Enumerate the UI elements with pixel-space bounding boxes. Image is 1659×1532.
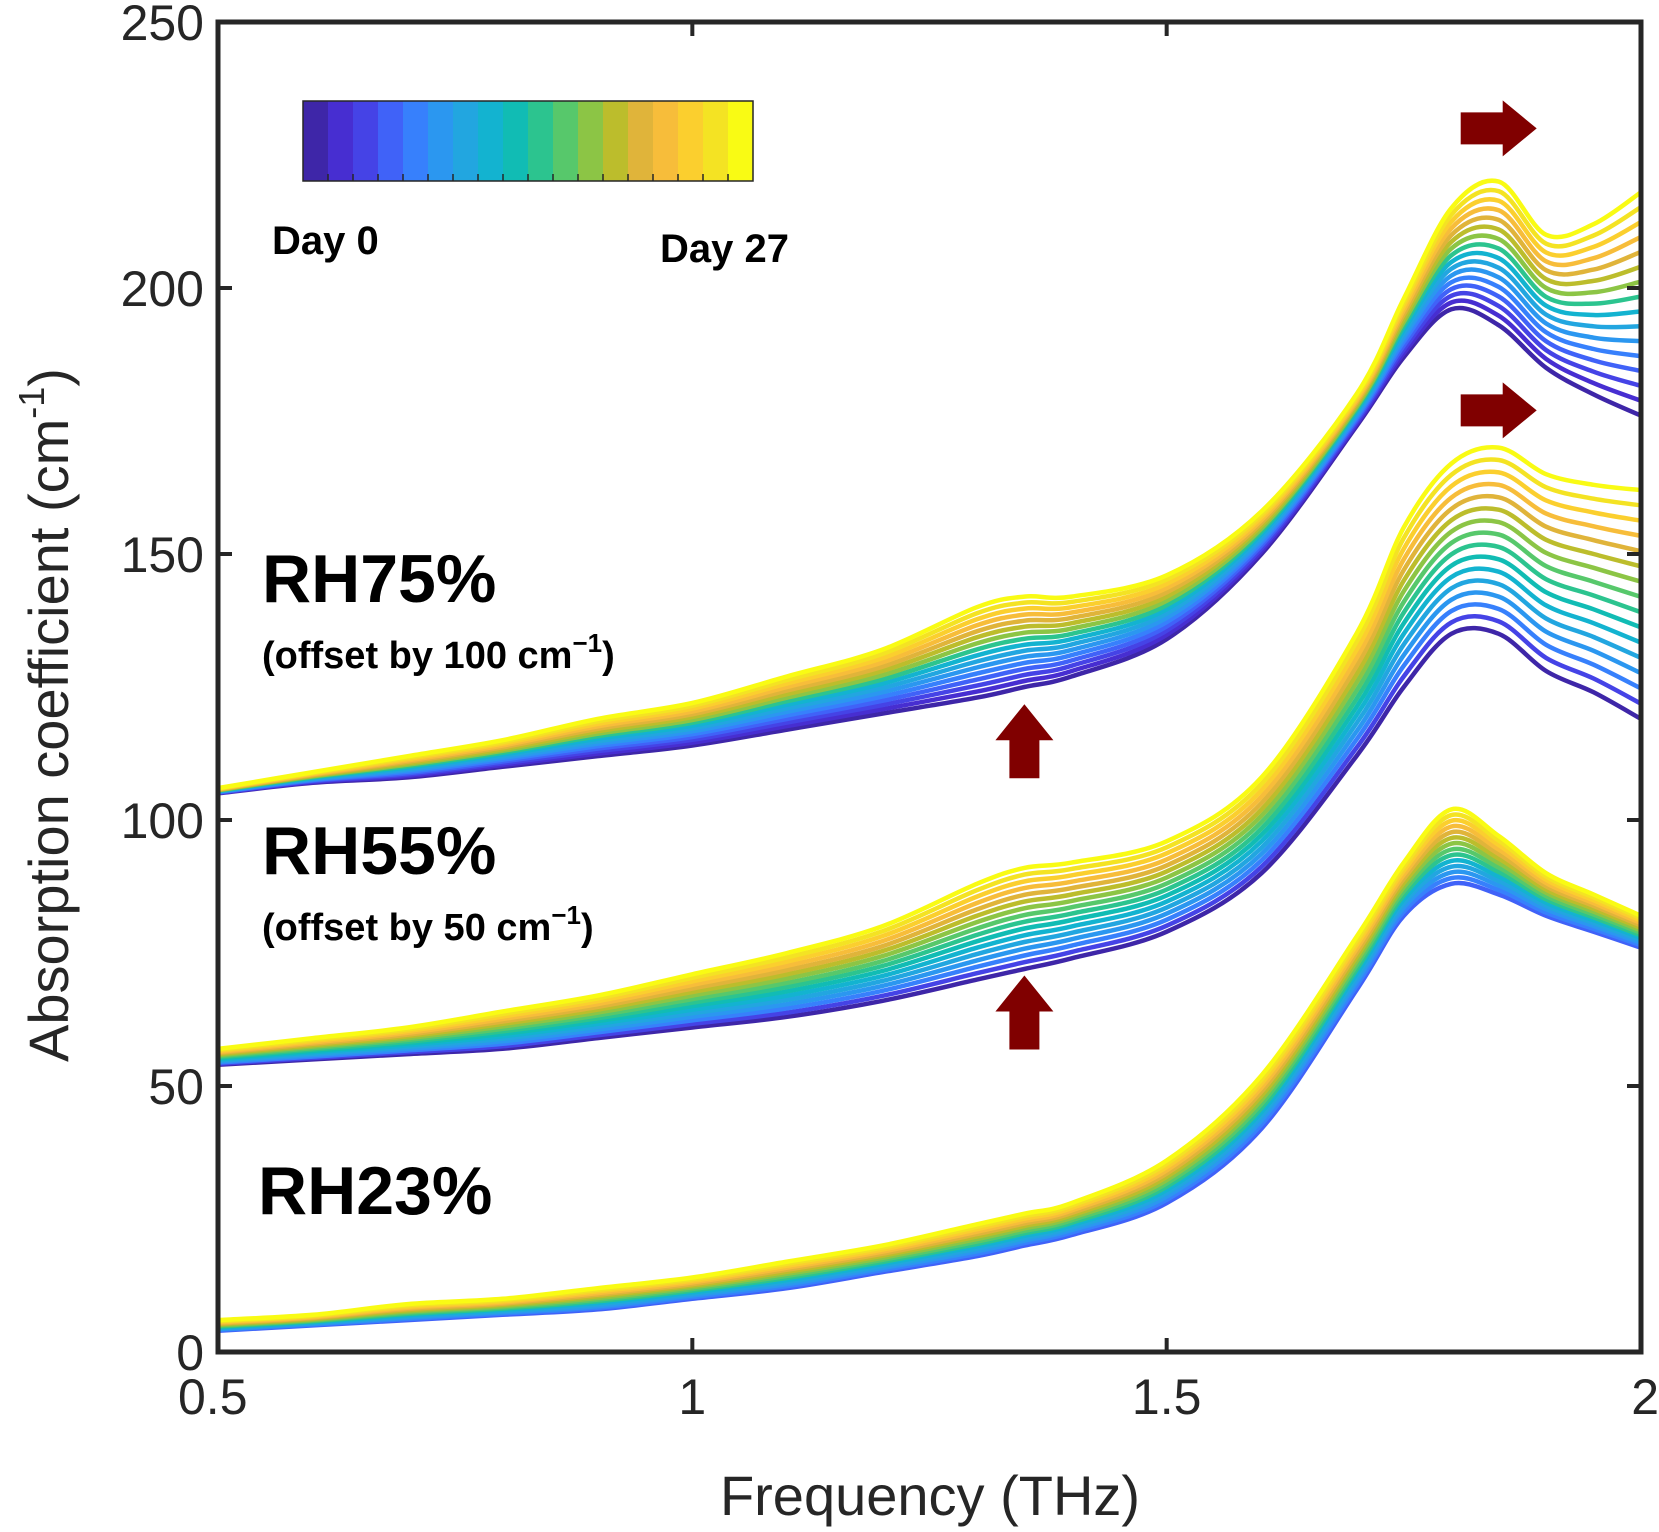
plot-frame xyxy=(215,19,1644,1355)
offset-label-rh55-sup: −1 xyxy=(551,900,581,930)
arrows-layer xyxy=(995,100,1537,1050)
series-line-group1-8 xyxy=(215,530,1644,1059)
series-line-group1-1 xyxy=(215,614,1644,1066)
series-line-group2-13 xyxy=(215,806,1644,1323)
shift-arrow-right xyxy=(1460,382,1537,439)
y-tick-label: 200 xyxy=(121,261,204,317)
series-line-group1-15 xyxy=(215,444,1644,1052)
shift-arrow-right xyxy=(1460,100,1537,157)
colorbar-swatch xyxy=(503,101,529,181)
offset-label-rh55: (offset by 50 cm−1) xyxy=(262,900,594,949)
series-line-group1-4 xyxy=(215,578,1644,1063)
offset-label-rh75-sup: −1 xyxy=(572,628,602,658)
colorbar-swatch xyxy=(353,101,379,181)
series-line-group1-7 xyxy=(215,542,1644,1060)
colorbar xyxy=(302,100,754,182)
y-axis-title-sup: -1 xyxy=(11,387,52,419)
colorbar-swatch xyxy=(628,101,654,181)
y-axis-title: Absorption coefficient (cm-1) xyxy=(11,368,80,1062)
colorbar-swatch xyxy=(553,101,579,181)
series-line-group1-13 xyxy=(215,469,1644,1054)
colorbar-swatch xyxy=(603,101,629,181)
y-tick-label: 50 xyxy=(148,1059,204,1115)
group-label-rh75: RH75% xyxy=(262,541,496,617)
series-line-group1-14 xyxy=(215,457,1644,1053)
x-tick-label: 0.5 xyxy=(178,1369,248,1425)
colorbar-swatch xyxy=(428,101,454,181)
colorbar-swatch xyxy=(653,101,679,181)
offset-label-rh55-suffix: ) xyxy=(581,907,594,949)
y-axis-title-close: ) xyxy=(17,368,80,387)
x-tick-label: 1 xyxy=(678,1369,706,1425)
series-line-group1-0 xyxy=(215,625,1644,1067)
colorbar-swatch xyxy=(303,101,329,181)
series-line-group0-5 xyxy=(215,267,1644,794)
colorbar-end-label: Day 27 xyxy=(660,227,789,271)
colorbar-start-label: Day 0 xyxy=(272,219,379,263)
series-line-group1-6 xyxy=(215,554,1644,1061)
series-line-group0-15 xyxy=(215,178,1644,791)
colorbar-swatch xyxy=(578,101,604,181)
colorbar-swatch xyxy=(678,101,704,181)
series-line-group1-5 xyxy=(215,566,1644,1062)
colorbar-swatch xyxy=(453,101,479,181)
ticks-layer xyxy=(216,20,1643,1354)
series-line-group1-12 xyxy=(215,481,1644,1055)
offset-label-rh55-prefix: (offset by 50 cm xyxy=(262,907,551,949)
x-tick-label: 1.5 xyxy=(1132,1369,1202,1425)
series-line-group0-3 xyxy=(215,283,1644,795)
series-line-group1-11 xyxy=(215,493,1644,1056)
x-axis-title: Frequency (THz) xyxy=(720,1464,1140,1527)
y-axis-title-main: Absorption coefficient (cm xyxy=(17,419,80,1062)
y-tick-label: 150 xyxy=(121,527,204,583)
group-label-rh23: RH23% xyxy=(258,1153,492,1229)
x-tick-label: 2 xyxy=(1631,1369,1659,1425)
colorbar-swatch xyxy=(728,101,754,181)
colorbar-swatch xyxy=(403,101,429,181)
colorbar-swatch xyxy=(528,101,554,181)
series-line-group1-3 xyxy=(215,590,1644,1064)
offset-label-rh75: (offset by 100 cm−1) xyxy=(262,628,615,677)
y-tick-label: 100 xyxy=(121,793,204,849)
group-label-rh55: RH55% xyxy=(262,813,496,889)
colorbar-swatch xyxy=(328,101,354,181)
offset-label-rh75-prefix: (offset by 100 cm xyxy=(262,635,572,677)
y-tick-label: 0 xyxy=(176,1325,204,1381)
series-layer xyxy=(215,178,1644,1333)
offset-label-rh75-suffix: ) xyxy=(602,635,615,677)
colorbar-swatch xyxy=(703,101,729,181)
shift-arrow-up xyxy=(995,704,1054,779)
shift-arrow-up xyxy=(995,975,1054,1050)
labels-layer: 0.5 1 1.5 2 0 50 100 150 200 250 xyxy=(121,0,1659,1425)
y-tick-label: 250 xyxy=(121,0,204,51)
series-line-group1-9 xyxy=(215,518,1644,1058)
colorbar-swatch xyxy=(478,101,504,181)
colorbar-swatch xyxy=(378,101,404,181)
series-line-group1-2 xyxy=(215,602,1644,1065)
series-line-group1-10 xyxy=(215,506,1644,1057)
